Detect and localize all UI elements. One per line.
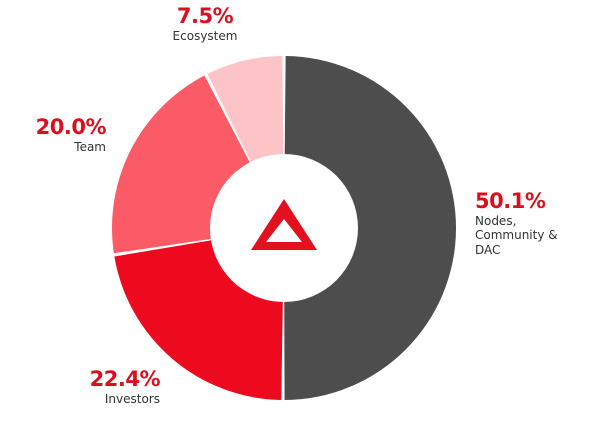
data-label-investors-percent: 22.4%: [89, 367, 161, 391]
data-label-nodes-percent: 50.1%: [475, 189, 546, 213]
data-label-nodes-name-line-1: Nodes,: [475, 214, 517, 229]
legend-nodes-community-dac: 50.1% Nodes, Community & DAC: [475, 190, 590, 257]
data-label-investors-name: Investors: [104, 392, 160, 407]
triangle-logo-icon: [251, 199, 317, 250]
pie-slice-ecosystem: [207, 56, 284, 164]
legend-team: 20.0% Team: [10, 115, 107, 155]
data-label-team-percent: 20.0%: [35, 115, 107, 139]
data-label-ecosystem-percent: 7.5%: [176, 4, 234, 28]
pie-slice-investors: [114, 239, 283, 400]
pie-slice-team: [112, 75, 251, 254]
data-label-team-name: Team: [74, 140, 106, 155]
data-label-nodes-name-line-2: Community &: [475, 228, 558, 243]
data-label-ecosystem-name: Ecosystem: [172, 29, 238, 44]
legend-investors: 22.4% Investors: [50, 367, 161, 407]
pie-slice-nodes-community-dac: [284, 56, 456, 400]
legend-ecosystem: 7.5% Ecosystem: [150, 5, 260, 43]
data-label-nodes-name-line-3: DAC: [475, 242, 501, 257]
